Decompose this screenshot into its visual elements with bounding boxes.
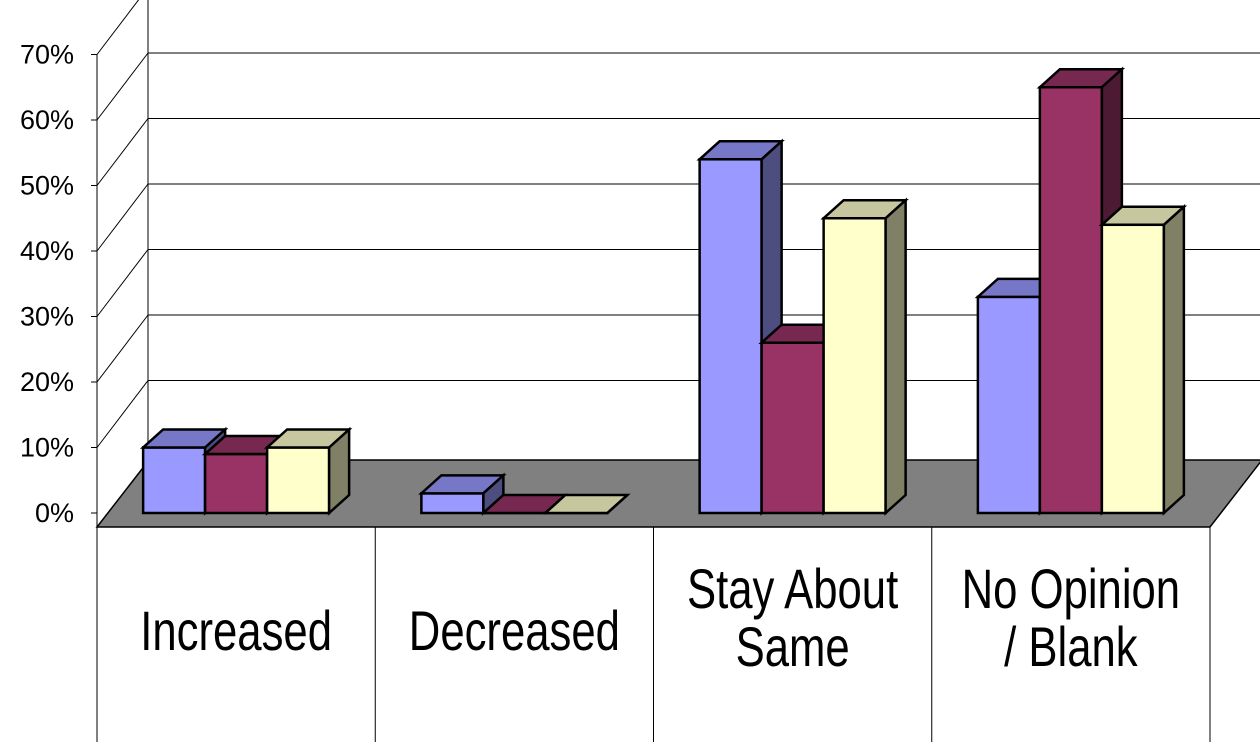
gridline-diagonal	[96, 183, 149, 252]
category-label: Same	[736, 616, 850, 678]
bar	[542, 493, 631, 515]
bar	[1098, 203, 1188, 516]
bar-front	[420, 492, 485, 515]
y-tick-label: 10%	[20, 433, 74, 463]
category-label: No Opinion	[962, 558, 1180, 620]
y-tick-label: 0%	[35, 498, 74, 528]
y-tick-label: 20%	[20, 367, 74, 397]
bar-front	[1038, 86, 1104, 515]
bar-front	[976, 295, 1042, 515]
gridline-diagonal	[96, 0, 140, 55]
bar-front	[265, 446, 331, 515]
category-table	[96, 527, 1211, 742]
y-tick-label: 70%	[20, 40, 74, 70]
gridline-diagonal	[96, 118, 149, 186]
bar	[1036, 66, 1126, 516]
bar-side	[884, 197, 907, 516]
bar-front	[203, 452, 269, 515]
floor-plane	[95, 459, 1260, 528]
chart-floor	[95, 459, 1260, 528]
gridline-diagonal	[96, 52, 149, 121]
bar-side	[606, 494, 629, 514]
bar-front	[822, 217, 887, 515]
y-tick-label: 60%	[20, 105, 74, 135]
gridline-diagonal	[96, 249, 149, 317]
bar-side	[327, 426, 351, 516]
y-tick-label: 40%	[20, 236, 74, 266]
bar	[418, 472, 507, 516]
bar-front	[1100, 223, 1166, 515]
bar	[820, 197, 909, 516]
bar-front	[141, 446, 207, 515]
category-label: / Blank	[1004, 616, 1138, 678]
category-label: Increased	[140, 600, 332, 662]
y-axis-ticks: 0% 10% 20% 30% 40% 50% 60% 70%	[20, 40, 97, 528]
bar-front	[698, 158, 763, 515]
y-tick-label: 50%	[20, 171, 74, 201]
gridline-diagonal	[96, 314, 149, 383]
bar	[263, 426, 353, 516]
category-label: Decreased	[409, 600, 620, 662]
category-label: Stay About	[687, 558, 898, 620]
y-tick-label: 30%	[20, 302, 74, 332]
bars	[139, 66, 1188, 516]
bar-front	[760, 341, 825, 515]
bar-side	[1162, 203, 1186, 516]
gridline-diagonal	[96, 380, 149, 448]
